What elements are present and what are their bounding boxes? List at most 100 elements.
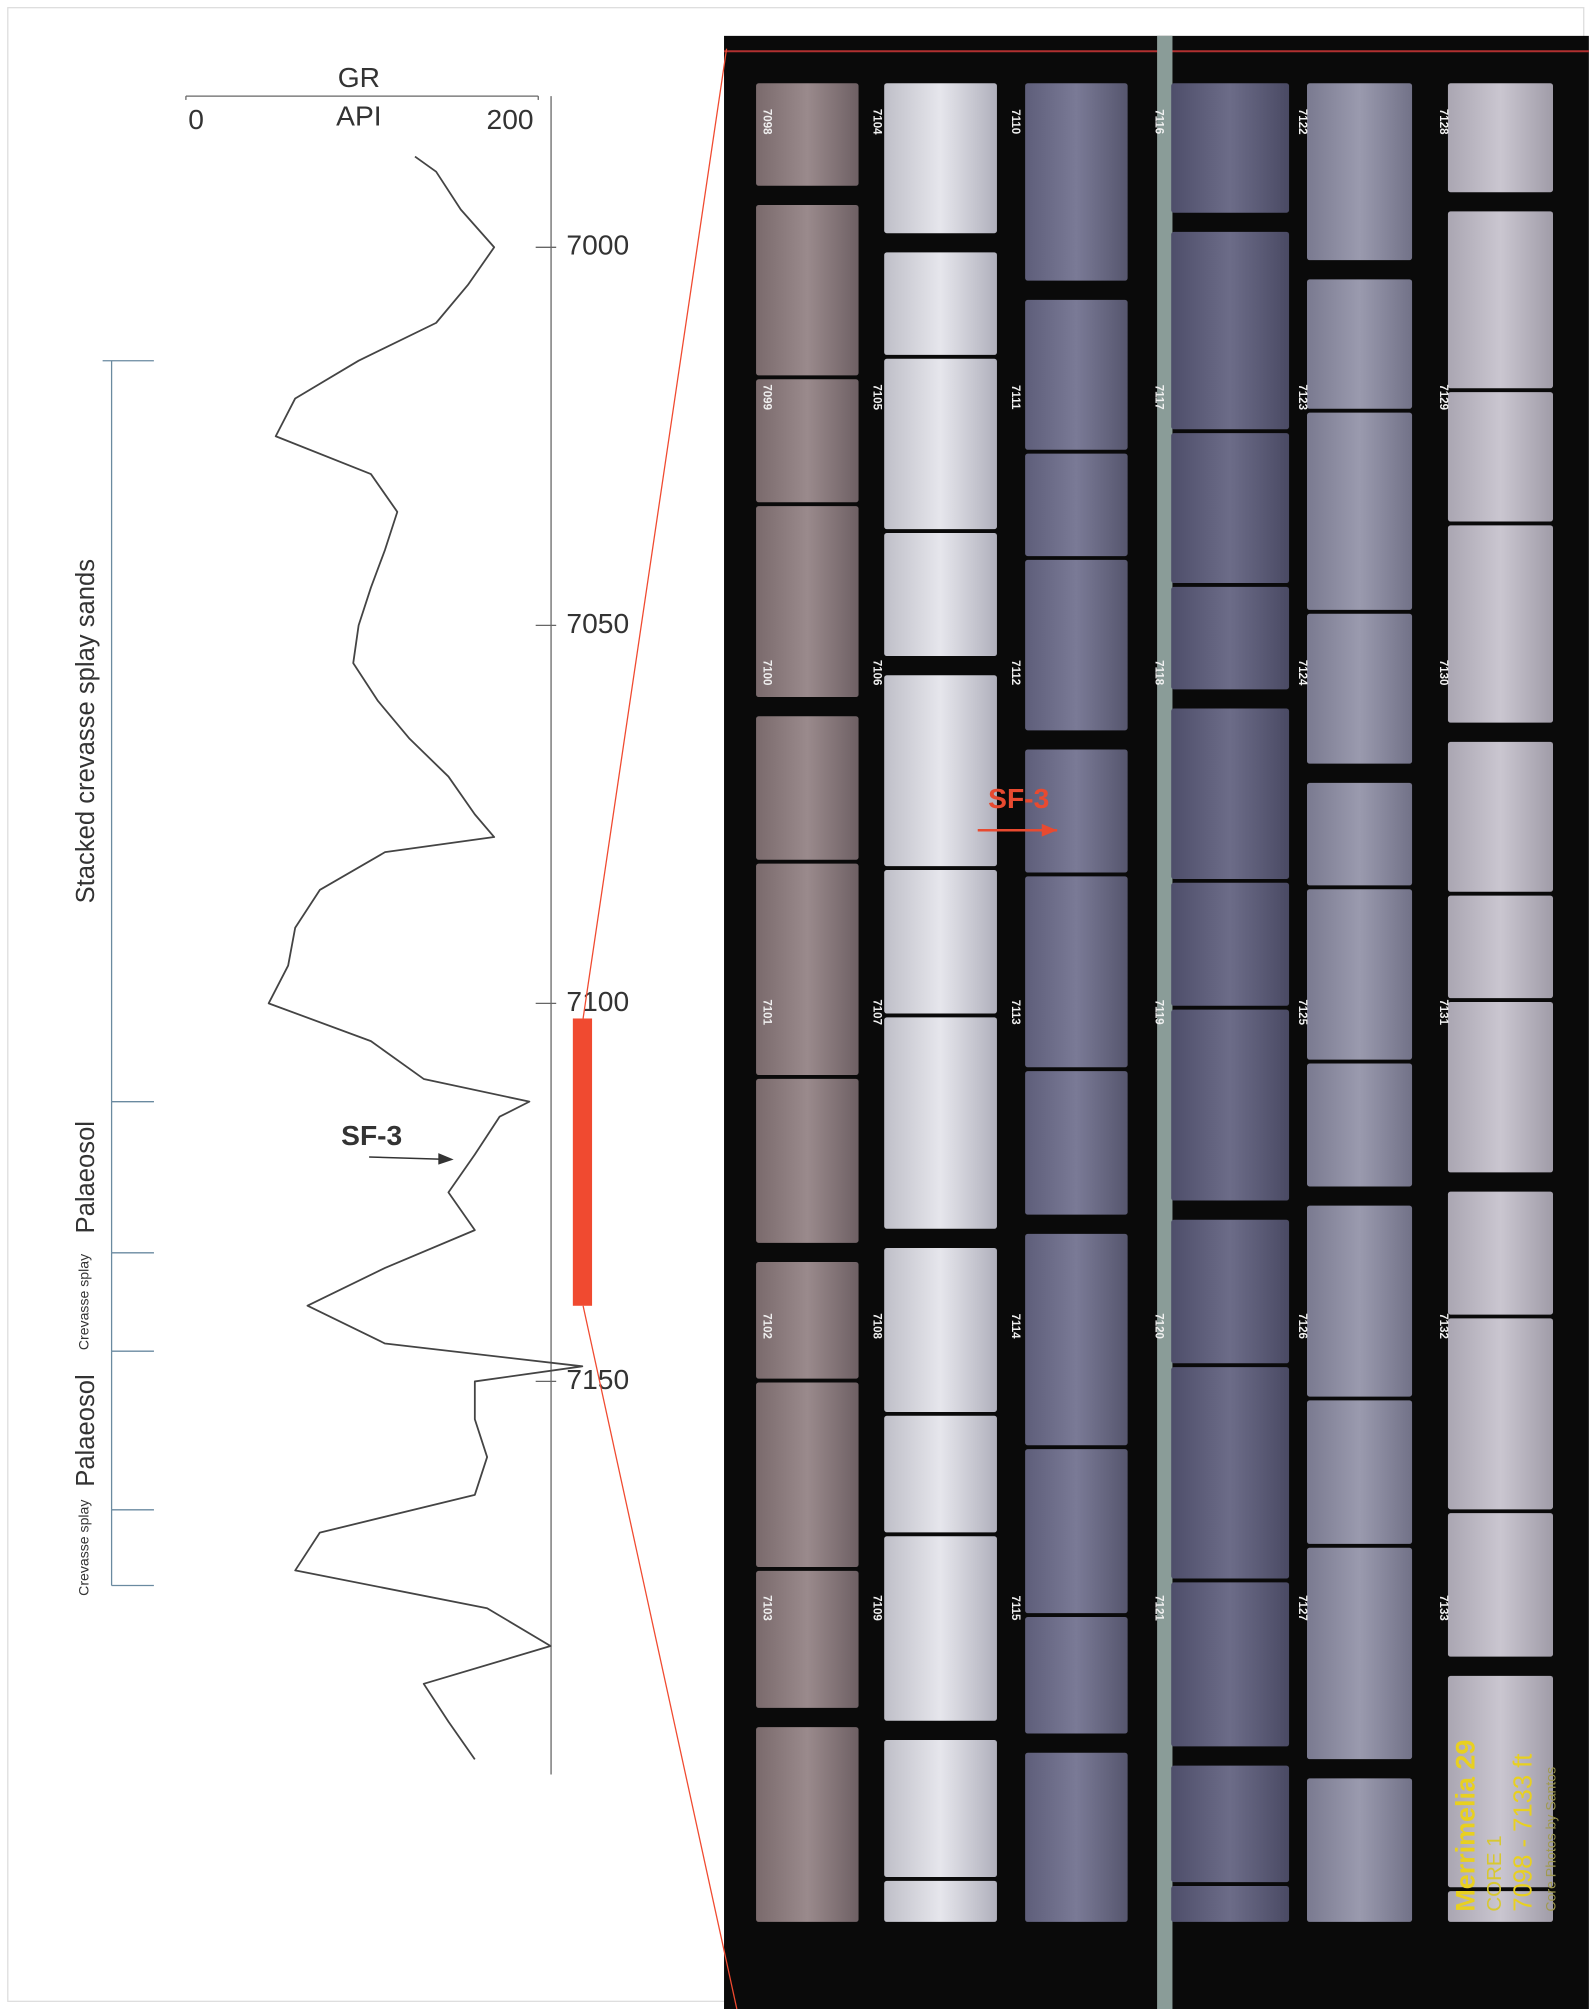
core-segment (1448, 1318, 1553, 1509)
core-segment (1448, 896, 1553, 999)
core-depth-label: 7120 (1152, 1313, 1164, 1339)
core-segment (1448, 1002, 1553, 1172)
core-segment (756, 716, 859, 860)
core-segment (1171, 433, 1289, 583)
core-depth-label: 7117 (1152, 385, 1164, 410)
core-depth-label: 7129 (1437, 384, 1449, 410)
x-tick-label: 0 (188, 103, 204, 135)
core-depth-label: 7132 (1437, 1313, 1449, 1339)
core-depth-label: 7108 (870, 1313, 882, 1339)
core-depth-label: 7112 (1009, 660, 1021, 685)
core-segment (756, 1727, 859, 1922)
core-segment (1171, 709, 1289, 879)
core-depth-label: 7113 (1009, 1000, 1021, 1025)
gr-curve (269, 157, 583, 1760)
core-segment (1171, 1010, 1289, 1201)
core-depth-label: 7098 (760, 109, 772, 135)
core-segment (1448, 392, 1553, 521)
core-segment (1025, 876, 1128, 1067)
core-segment (1448, 1513, 1553, 1657)
core-segment (1307, 1400, 1412, 1544)
interval-label: Palaeosol (72, 1121, 100, 1233)
core-segment (1171, 587, 1289, 690)
y-tick-label: 7050 (566, 607, 629, 639)
core-depth-label: 7119 (1152, 1000, 1164, 1025)
core-segment (1025, 1617, 1128, 1734)
core-segment (1025, 454, 1128, 557)
correlation-line (583, 1306, 737, 2009)
annotation-arrowhead (438, 1153, 453, 1165)
core-segment (884, 1740, 997, 1877)
core-depth-label: 7131 (1437, 999, 1449, 1025)
core-depth-label: 7114 (1009, 1314, 1021, 1340)
core-depth-label: 7105 (870, 384, 882, 410)
core-segment (884, 83, 997, 233)
core-depth-label: 7123 (1296, 384, 1308, 410)
core-depth-label: 7106 (870, 660, 882, 686)
interval-label: Palaeosol (72, 1374, 100, 1486)
core-segment (1171, 883, 1289, 1006)
core-segment (884, 252, 997, 355)
core-segment (1025, 300, 1128, 450)
core-segment (1448, 742, 1553, 892)
core-segment (756, 864, 859, 1075)
annotation: SF-3 (341, 1119, 402, 1151)
core-depth-label: 7104 (870, 109, 882, 135)
x-axis-label: GR (338, 61, 380, 93)
well-name: Merrimelia 29 (1450, 1740, 1480, 1912)
core-segment (1171, 83, 1289, 212)
core-range: 7098 - 7133 ft (1510, 1754, 1538, 1912)
core-segment (1448, 525, 1553, 722)
core-depth-label: 7099 (760, 384, 772, 410)
core-segment (1025, 1753, 1128, 1922)
core-depth-label: 7103 (760, 1595, 772, 1621)
core-segment (1171, 1766, 1289, 1883)
core-segment (1307, 279, 1412, 408)
core-segment (1448, 211, 1553, 388)
core-segment (1307, 783, 1412, 886)
core-segment (884, 1536, 997, 1721)
correlation-line (583, 49, 727, 1019)
core-depth-label: 7124 (1296, 660, 1308, 686)
core-segment (1307, 1548, 1412, 1759)
core-segment (884, 533, 997, 656)
core-depth-label: 7125 (1296, 999, 1308, 1025)
x-axis-unit: API (336, 99, 381, 131)
core-segment (1307, 614, 1412, 764)
core-segment (1307, 1206, 1412, 1397)
core-segment (884, 870, 997, 1014)
core-segment (1171, 1367, 1289, 1578)
core-segment (1025, 1234, 1128, 1445)
core-segment (756, 83, 859, 186)
core-segment (1448, 1192, 1553, 1315)
core-depth-label: 7109 (870, 1595, 882, 1621)
figure: 7098709971007101710271037104710571067107… (0, 0, 1589, 2009)
core-depth-label: 7130 (1437, 660, 1449, 686)
core-segment (1025, 1449, 1128, 1613)
page: {"chart_data": { "type": "line", "x_labe… (0, 0, 1589, 2009)
core-depth-label: 7126 (1296, 1313, 1308, 1339)
core-segment (884, 1881, 997, 1922)
core-name: CORE 1 (1483, 1835, 1506, 1911)
core-segment (884, 1017, 997, 1228)
core-segment (1448, 83, 1553, 192)
core-segment (1025, 83, 1128, 280)
interval-label: Crevasse splay (75, 1499, 91, 1596)
core-interval (573, 1018, 592, 1305)
core-segment (1171, 1886, 1289, 1922)
core-depth-label: 7118 (1152, 660, 1164, 686)
core-segment (1025, 1071, 1128, 1215)
core-depth-label: 7111 (1009, 385, 1021, 410)
core-depth-label: 7121 (1152, 1595, 1164, 1621)
core-depth-label: 7100 (760, 660, 772, 686)
core-segment (884, 675, 997, 866)
core-credit: Core Photos by Santos (1542, 1767, 1558, 1912)
core-segment (884, 1416, 997, 1533)
interval-label: Crevasse splay (75, 1253, 91, 1350)
core-segment (1307, 413, 1412, 610)
core-segment (884, 1248, 997, 1412)
core-segment (1307, 1063, 1412, 1186)
core-segment (1171, 1582, 1289, 1746)
core-depth-label: 7127 (1296, 1595, 1308, 1621)
core-depth-label: 7122 (1296, 109, 1308, 135)
